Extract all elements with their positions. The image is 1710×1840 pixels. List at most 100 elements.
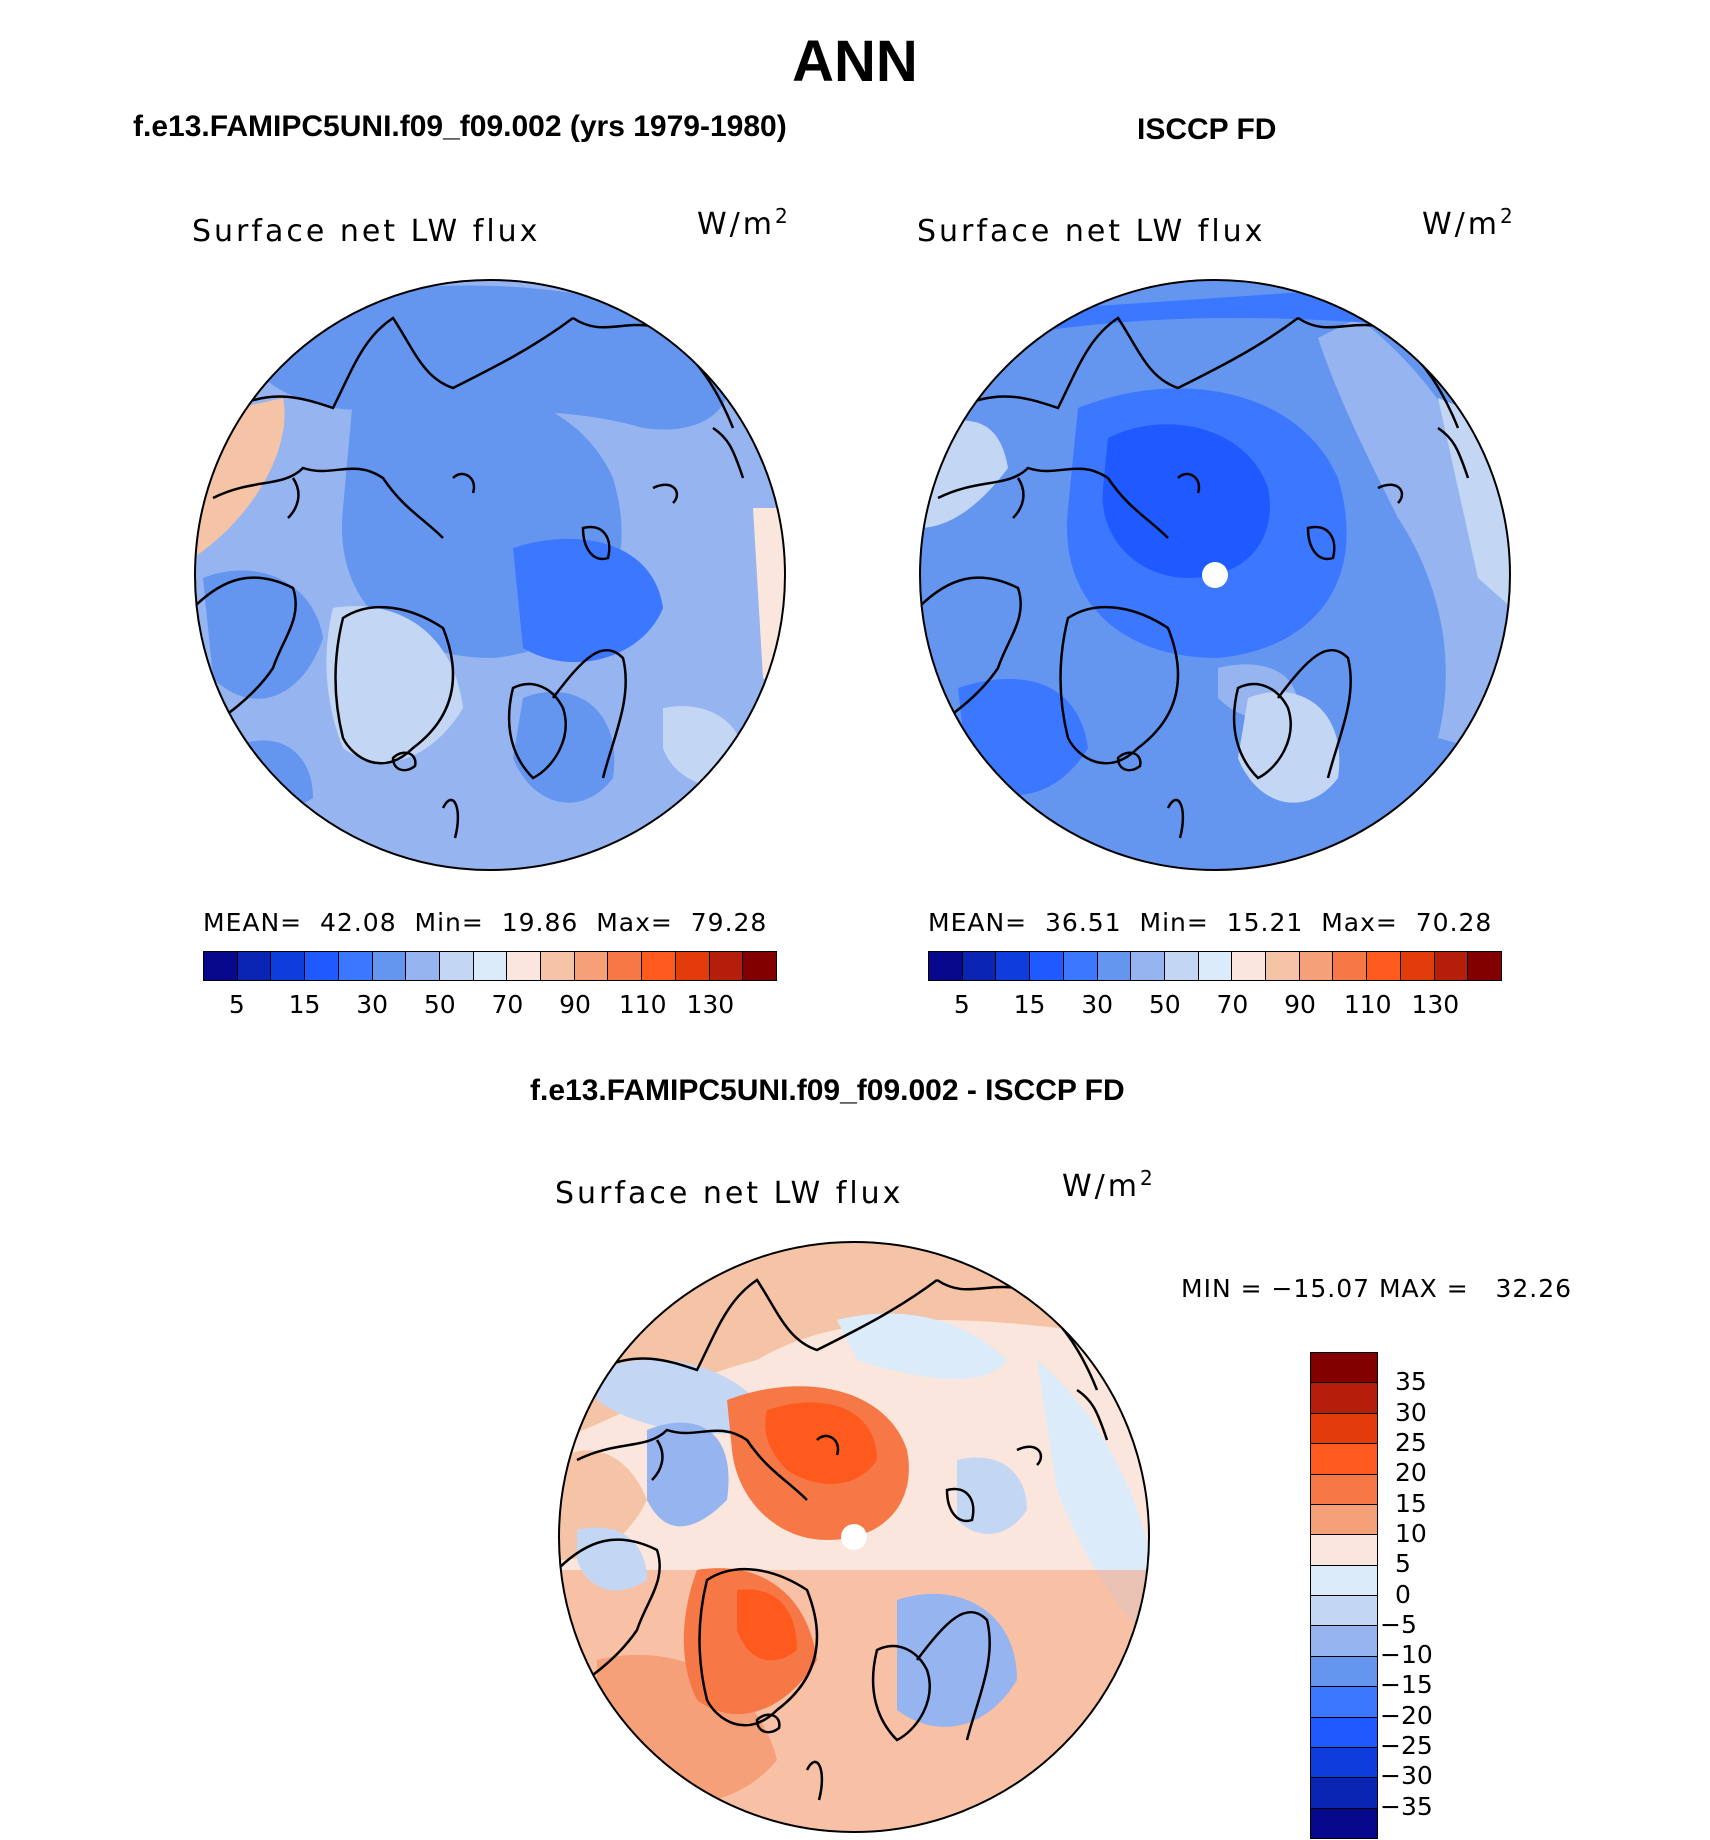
colorbar-swatch [1311, 1656, 1377, 1688]
colorbar-swatch [1097, 952, 1132, 980]
left-colorbar-ticks: 5 15 30 50 70 90 110 130 [203, 990, 778, 1020]
colorbar-tick-label: 70 [1216, 990, 1249, 1019]
colorbar-swatch [1311, 1353, 1377, 1384]
colorbar-tick-label: 90 [559, 990, 591, 1019]
colorbar-tick-label: 30 [1395, 1397, 1427, 1427]
colorbar-swatch [1311, 1504, 1377, 1536]
colorbar-tick-label: −20 [1380, 1700, 1433, 1730]
left-variable-label: Surface net LW flux [192, 214, 541, 249]
colorbar-swatch [1198, 952, 1233, 980]
colorbar-swatch [1030, 952, 1064, 980]
diff-arctic-hot [765, 1402, 877, 1484]
colorbar-swatch [1311, 1535, 1377, 1566]
colorbar-swatch [1311, 1626, 1377, 1657]
colorbar-swatch [473, 952, 508, 980]
right-polar-map [919, 279, 1511, 871]
right-east-pale-region [1318, 318, 1510, 758]
colorbar-swatch [608, 952, 643, 980]
left-coastlines [195, 316, 745, 839]
main-title: ANN [792, 29, 918, 94]
colorbar-tick-label: 25 [1395, 1427, 1427, 1457]
right-colorbar [928, 951, 1502, 981]
colorbar-tick-label: −10 [1380, 1640, 1433, 1670]
right-panel-title: ISCCP FD [1137, 113, 1277, 146]
colorbar-tick-label: 110 [1343, 990, 1392, 1019]
colorbar-tick-label: 10 [1395, 1518, 1427, 1548]
diff-colorbar [1310, 1352, 1378, 1839]
colorbar-swatch [439, 952, 474, 980]
colorbar-swatch [1232, 952, 1267, 980]
left-colorbar [203, 951, 777, 981]
right-units-label: W/m2 [1422, 204, 1516, 242]
colorbar-tick-label: 15 [288, 990, 321, 1019]
colorbar-swatch [305, 952, 339, 980]
colorbar-swatch [1400, 952, 1435, 980]
colorbar-swatch [574, 952, 609, 980]
colorbar-swatch [372, 952, 407, 980]
colorbar-swatch [929, 952, 963, 980]
colorbar-tick-label: 110 [618, 990, 667, 1019]
diff-canada-cool [647, 1422, 729, 1527]
colorbar-swatch [204, 952, 238, 980]
colorbar-tick-label: 130 [686, 990, 735, 1019]
diff-siberia-cool [957, 1457, 1027, 1534]
colorbar-tick-label: 0 [1395, 1579, 1411, 1609]
colorbar-tick-label: 70 [491, 990, 524, 1019]
diff-panel-title: f.e13.FAMIPC5UNI.f09_f09.002 - ISCCP FD [530, 1074, 1125, 1107]
colorbar-tick-label: 5 [1395, 1549, 1411, 1579]
diff-variable-label: Surface net LW flux [555, 1176, 904, 1211]
colorbar-swatch [1266, 952, 1300, 980]
colorbar-tick-label: 20 [1395, 1458, 1427, 1488]
left-ocean-band-north [233, 285, 729, 430]
diff-europe-cool [897, 1593, 1017, 1727]
colorbar-swatch [406, 952, 440, 980]
colorbar-swatch [271, 952, 306, 980]
colorbar-swatch [743, 952, 776, 980]
left-cold-region [513, 538, 663, 663]
colorbar-tick-label: −25 [1380, 1731, 1433, 1761]
diff-north-cool-2 [837, 1313, 1007, 1379]
diff-units-label: W/m2 [1062, 1166, 1156, 1204]
right-cold-core [1102, 424, 1270, 578]
left-map-border [194, 279, 786, 871]
colorbar-swatch [1311, 1474, 1377, 1505]
colorbar-swatch [1311, 1444, 1377, 1475]
colorbar-swatch [1311, 1778, 1377, 1809]
right-coastlines [920, 316, 1470, 839]
right-colorbar-ticks: 5 15 30 50 70 90 110 130 [928, 990, 1503, 1020]
colorbar-tick-label: 50 [423, 990, 456, 1019]
colorbar-tick-label: 50 [1148, 990, 1181, 1019]
colorbar-swatch [996, 952, 1031, 980]
colorbar-tick-label: 90 [1284, 990, 1316, 1019]
colorbar-swatch [541, 952, 575, 980]
colorbar-swatch [338, 952, 373, 980]
diff-pole-hole [841, 1524, 867, 1550]
colorbar-swatch [1311, 1413, 1377, 1445]
right-map-border [919, 279, 1511, 871]
left-units-label: W/m2 [697, 204, 791, 242]
colorbar-swatch [1131, 952, 1165, 980]
colorbar-swatch [1311, 1687, 1377, 1718]
colorbar-tick-label: 5 [228, 990, 245, 1019]
colorbar-swatch [1063, 952, 1098, 980]
colorbar-tick-label: −35 [1380, 1791, 1433, 1821]
colorbar-swatch [507, 952, 542, 980]
colorbar-tick-label: 15 [1395, 1488, 1427, 1518]
colorbar-swatch [1333, 952, 1368, 980]
diff-north-warm [559, 1242, 1149, 1440]
colorbar-swatch [1311, 1717, 1377, 1748]
left-stats: MEAN= 42.08 Min= 19.86 Max= 79.28 [203, 908, 768, 937]
colorbar-swatch [1299, 952, 1334, 980]
diff-map-border [558, 1241, 1150, 1833]
colorbar-swatch [1367, 952, 1401, 980]
colorbar-tick-label: −15 [1380, 1670, 1433, 1700]
colorbar-tick-label: 5 [953, 990, 970, 1019]
colorbar-tick-label: 15 [1013, 990, 1046, 1019]
colorbar-tick-label: 30 [1081, 990, 1114, 1019]
diff-colorbar-ticks: 35 30 25 20 15 10 5 0 −5 −10 −15 −20 −25 −30 −35 [1380, 1352, 1470, 1837]
colorbar-swatch [1311, 1596, 1377, 1627]
colorbar-swatch [1311, 1747, 1377, 1779]
left-greenland-region [326, 606, 463, 763]
right-pole-hole [1202, 562, 1228, 588]
diff-polar-map [558, 1241, 1150, 1833]
